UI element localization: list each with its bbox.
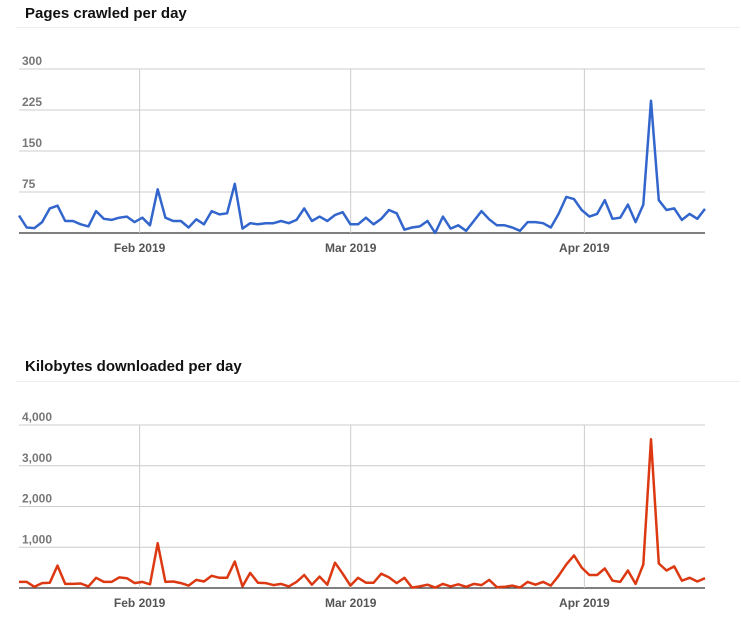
pages-x-tick-label: Apr 2019 bbox=[559, 241, 610, 255]
kb-x-tick-label: Feb 2019 bbox=[114, 596, 166, 610]
pages-crawled-title-rule bbox=[16, 27, 740, 28]
kb-y-tick-label: 3,000 bbox=[22, 451, 52, 465]
pages-crawled-title: Pages crawled per day bbox=[25, 5, 187, 22]
kilobytes-downloaded-title: Kilobytes downloaded per day bbox=[25, 358, 242, 375]
kilobytes-downloaded-title-rule bbox=[16, 381, 740, 382]
kb-series-line-0 bbox=[19, 438, 706, 589]
kb-y-tick-label: 2,000 bbox=[22, 492, 52, 506]
pages-crawled-panel: Pages crawled per day 75 150 225 300 Feb 201… bbox=[0, 0, 741, 300]
pages-x-tick-label: Feb 2019 bbox=[114, 241, 166, 255]
kb-x-tick-label: Apr 2019 bbox=[559, 596, 610, 610]
pages-x-tick-label: Mar 2019 bbox=[325, 241, 377, 255]
pages-y-tick-label: 225 bbox=[22, 95, 42, 109]
pages-y-tick-label: 300 bbox=[22, 54, 42, 68]
kb-y-tick-label: 4,000 bbox=[22, 410, 52, 424]
kb-x-tick-label: Mar 2019 bbox=[325, 596, 377, 610]
kb-y-tick-label: 1,000 bbox=[22, 532, 52, 546]
pages-crawled-chart: 75 150 225 300 Feb 2019 Mar 2019 Apr 2019 bbox=[17, 54, 706, 255]
pages-y-tick-label: 150 bbox=[22, 136, 42, 150]
pages-series-line-0 bbox=[17, 99, 706, 235]
pages-y-tick-label: 75 bbox=[22, 177, 36, 191]
